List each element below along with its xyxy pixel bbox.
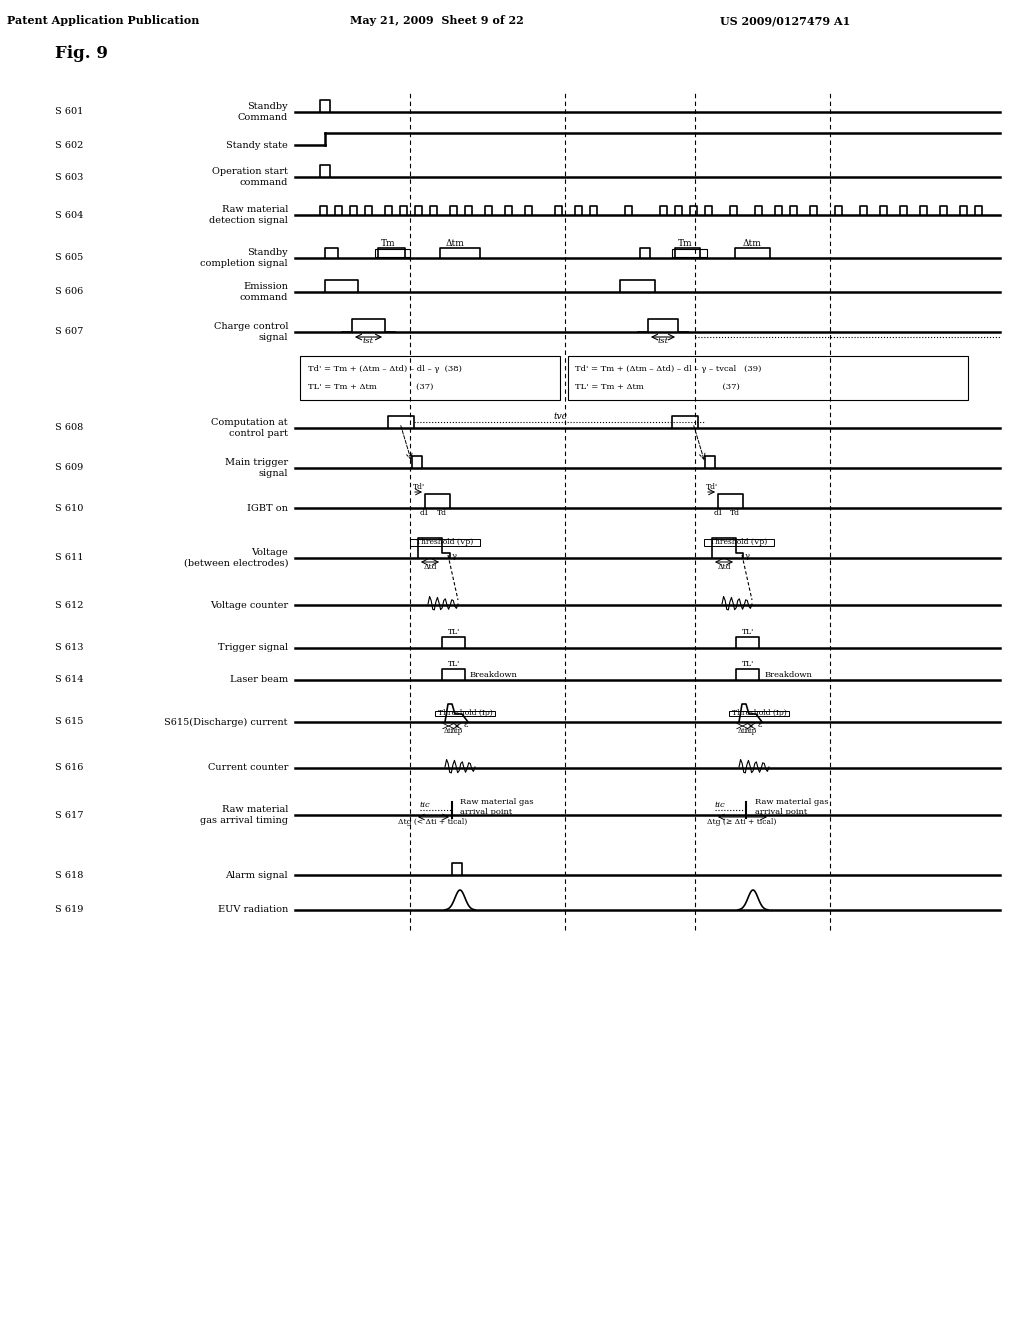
Bar (672, 249, 707, 257)
Text: S 607: S 607 (55, 327, 83, 337)
Text: Laser beam: Laser beam (229, 676, 288, 685)
Text: tic: tic (715, 801, 725, 809)
Text: TL' = Tm + Δtm               (37): TL' = Tm + Δtm (37) (308, 383, 433, 391)
Text: Threshold (Ip): Threshold (Ip) (437, 709, 493, 717)
Text: S 608: S 608 (55, 424, 83, 433)
Text: S 619: S 619 (55, 906, 83, 915)
Text: S 604: S 604 (55, 210, 83, 219)
Text: S 616: S 616 (55, 763, 83, 772)
Text: d1: d1 (713, 510, 723, 517)
Bar (300, 356, 560, 400)
Text: d1: d1 (420, 510, 430, 517)
Text: TL': TL' (447, 628, 460, 636)
Bar (705, 539, 774, 546)
Bar (729, 710, 790, 715)
Text: Computation at
control part: Computation at control part (211, 418, 288, 438)
Bar (375, 249, 410, 257)
Text: S 610: S 610 (55, 503, 83, 512)
Text: Raw material gas
arrival point: Raw material gas arrival point (460, 799, 534, 816)
Text: May 21, 2009  Sheet 9 of 22: May 21, 2009 Sheet 9 of 22 (350, 15, 523, 26)
Bar (410, 539, 480, 546)
Text: Threshold (Vp): Threshold (Vp) (417, 539, 474, 546)
Text: tst: tst (657, 338, 669, 346)
Text: S 606: S 606 (55, 288, 83, 297)
Text: Δtp: Δtp (744, 727, 757, 735)
Text: EUV radiation: EUV radiation (218, 906, 288, 915)
Text: S 601: S 601 (55, 107, 83, 116)
Text: TL': TL' (741, 660, 754, 668)
Text: Δti: Δti (737, 727, 748, 735)
Text: Main trigger
signal: Main trigger signal (225, 458, 288, 478)
Text: S 605: S 605 (55, 253, 83, 263)
Text: Δtg (≥ Δti + tical): Δtg (≥ Δti + tical) (708, 818, 776, 826)
Text: Fig. 9: Fig. 9 (55, 45, 108, 62)
Text: S 617: S 617 (55, 810, 84, 820)
Text: S 611: S 611 (55, 553, 84, 562)
Text: Breakdown: Breakdown (470, 671, 518, 678)
Text: S615(Discharge) current: S615(Discharge) current (165, 718, 288, 726)
Text: Td' = Tm + (Δtm – Δtd) – dl – γ  (38): Td' = Tm + (Δtm – Δtd) – dl – γ (38) (308, 366, 462, 374)
Text: Td' = Tm + (Δtm – Δtd) – dl – γ – tvcal   (39): Td' = Tm + (Δtm – Δtd) – dl – γ – tvcal … (575, 366, 762, 374)
Bar (568, 356, 968, 400)
Text: IGBT on: IGBT on (247, 503, 288, 512)
Text: Emission
command: Emission command (240, 282, 288, 302)
Bar (435, 710, 495, 715)
Text: Tm: Tm (381, 239, 395, 248)
Text: S 602: S 602 (55, 140, 83, 149)
Text: Δtm: Δtm (742, 239, 762, 248)
Text: Standby
Command: Standby Command (238, 103, 288, 121)
Text: Voltage
(between electrodes): Voltage (between electrodes) (183, 548, 288, 568)
Text: S 618: S 618 (55, 870, 83, 879)
Text: Δtd: Δtd (423, 564, 437, 572)
Text: ε: ε (758, 721, 763, 729)
Text: Δtd: Δtd (717, 564, 731, 572)
Text: TL': TL' (741, 628, 754, 636)
Text: S 614: S 614 (55, 676, 84, 685)
Text: γ: γ (452, 552, 457, 560)
Text: Operation start
command: Operation start command (212, 168, 288, 186)
Text: US 2009/0127479 A1: US 2009/0127479 A1 (720, 15, 850, 26)
Text: Standby
completion signal: Standby completion signal (201, 248, 288, 268)
Text: Δtg (< Δti + tical): Δtg (< Δti + tical) (398, 818, 468, 826)
Text: TL' = Tm + Δtm                              (37): TL' = Tm + Δtm (37) (575, 383, 739, 391)
Text: Trigger signal: Trigger signal (218, 644, 288, 652)
Text: Alarm signal: Alarm signal (225, 870, 288, 879)
Text: Td': Td' (413, 483, 425, 491)
Text: tst: tst (362, 338, 374, 346)
Text: Δtp: Δtp (451, 727, 463, 735)
Text: Voltage counter: Voltage counter (210, 601, 288, 610)
Text: S 615: S 615 (55, 718, 83, 726)
Text: Patent Application Publication: Patent Application Publication (7, 15, 200, 26)
Text: Td: Td (730, 510, 740, 517)
Text: S 603: S 603 (55, 173, 83, 181)
Text: S 609: S 609 (55, 463, 83, 473)
Text: ε: ε (464, 721, 468, 729)
Text: tic: tic (420, 801, 430, 809)
Text: Breakdown: Breakdown (765, 671, 813, 678)
Text: Δti: Δti (443, 727, 454, 735)
Text: Raw material
gas arrival timing: Raw material gas arrival timing (200, 805, 288, 825)
Text: tvc: tvc (553, 412, 567, 421)
Text: Threshold (Vp): Threshold (Vp) (711, 539, 768, 546)
Text: S 613: S 613 (55, 644, 84, 652)
Text: Td': Td' (706, 483, 718, 491)
Text: Tm: Tm (678, 239, 692, 248)
Text: γ: γ (745, 552, 750, 560)
Text: S 612: S 612 (55, 601, 84, 610)
Text: Raw material
detection signal: Raw material detection signal (209, 206, 288, 224)
Text: TL': TL' (447, 660, 460, 668)
Text: Threshold (Ip): Threshold (Ip) (731, 709, 786, 717)
Text: Td: Td (437, 510, 447, 517)
Text: Standy state: Standy state (226, 140, 288, 149)
Text: Current counter: Current counter (208, 763, 288, 772)
Text: Raw material gas
arrival point: Raw material gas arrival point (755, 799, 828, 816)
Text: Δtm: Δtm (445, 239, 465, 248)
Text: Charge control
signal: Charge control signal (213, 322, 288, 342)
